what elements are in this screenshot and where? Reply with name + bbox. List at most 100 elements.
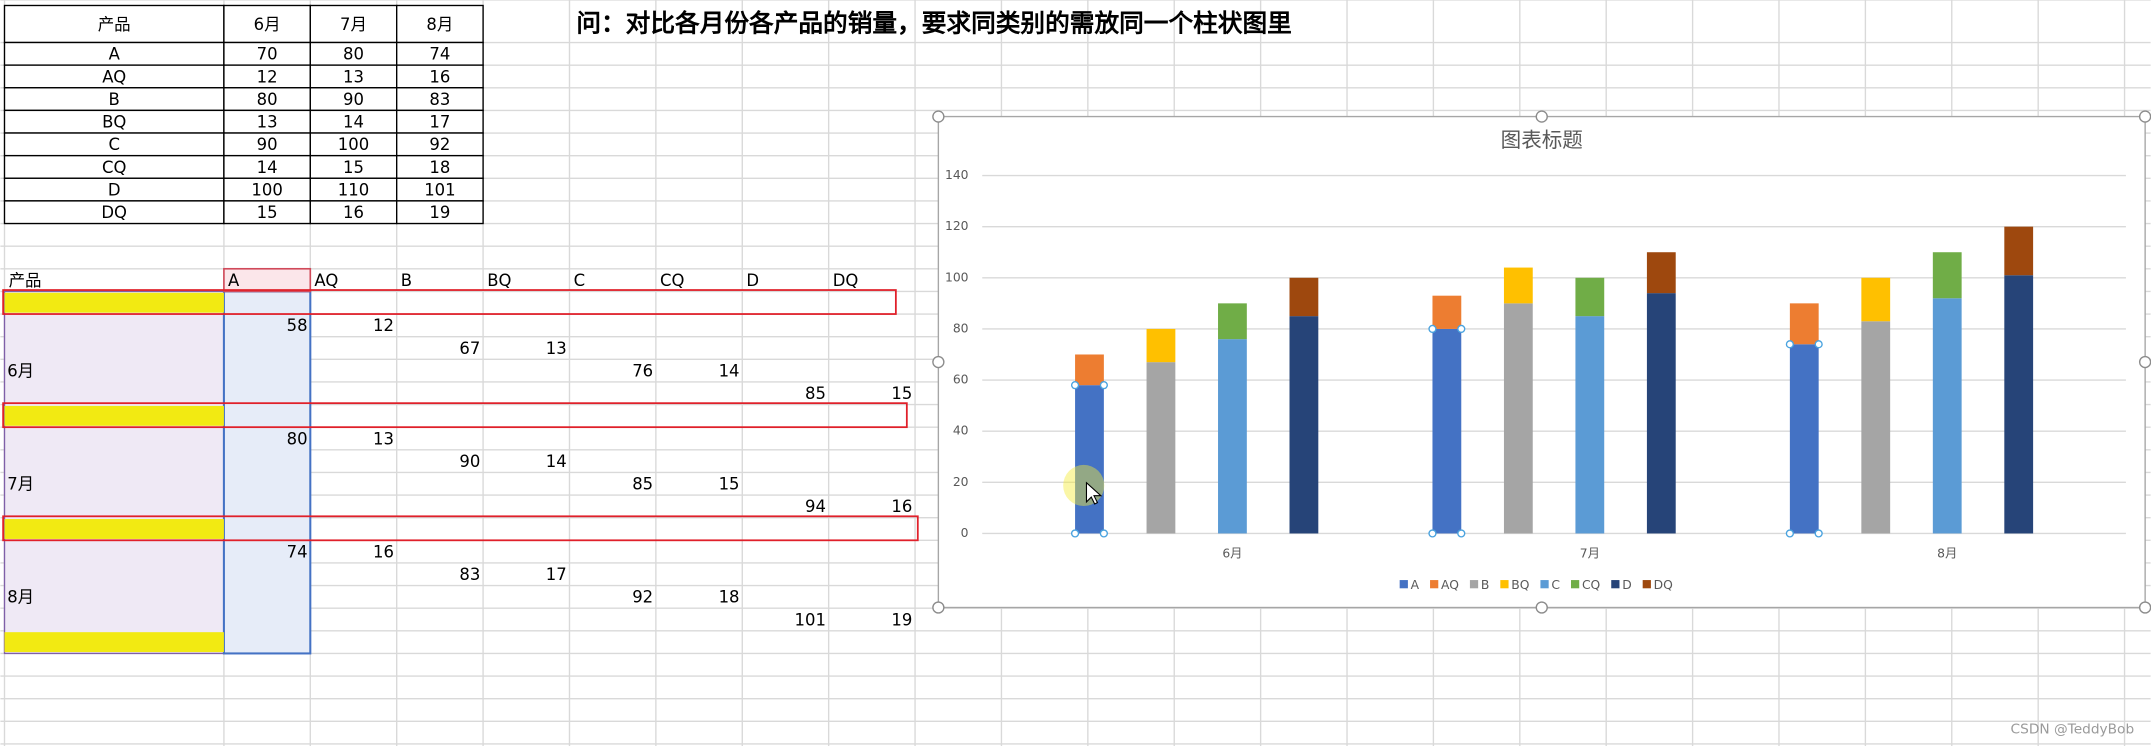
- table-value: 16: [429, 67, 450, 86]
- sheet-header: BQ: [487, 271, 511, 290]
- chart-handle: [2138, 355, 2151, 369]
- sheet-value: 13: [373, 429, 394, 448]
- table-value: 14: [343, 113, 364, 132]
- chart-handle: [932, 601, 945, 614]
- series-handle: [1785, 340, 1794, 349]
- table-value: 80: [343, 45, 364, 64]
- chart-handle: [932, 110, 945, 123]
- sheet-header: B: [401, 271, 412, 290]
- y-tick-label: 120: [945, 219, 969, 233]
- sheet-header: C: [574, 271, 585, 290]
- bar-segment: [1646, 252, 1676, 294]
- chart-handle: [932, 355, 945, 369]
- table-value: 80: [257, 90, 278, 109]
- sheet-value: 16: [891, 497, 912, 516]
- bar-segment: [1575, 316, 1605, 534]
- table-value: AQ: [102, 67, 126, 86]
- table-value: 16: [343, 203, 364, 222]
- yellow-cell: [4, 519, 224, 539]
- y-tick-label: 0: [961, 526, 969, 540]
- sheet-header: 产品: [9, 271, 42, 290]
- table-value: 17: [429, 113, 450, 132]
- sheet-value: 74: [287, 542, 308, 561]
- table-value: 15: [343, 158, 364, 177]
- table-value: BQ: [102, 113, 126, 132]
- bar-segment: [1146, 362, 1176, 534]
- chart-handle: [1535, 601, 1548, 614]
- bar-segment: [1432, 328, 1462, 534]
- legend-swatch: [1430, 580, 1439, 589]
- series-handle: [1070, 381, 1080, 390]
- y-tick-label: 100: [945, 270, 969, 284]
- sheet-value: 14: [546, 452, 567, 471]
- sheet-value: 18: [719, 588, 740, 607]
- legend-label: B: [1481, 578, 1489, 592]
- table-value: 90: [343, 90, 364, 109]
- sheet-value: 76: [632, 361, 653, 380]
- table-value: 15: [257, 203, 278, 222]
- chart-handle: [2138, 601, 2151, 614]
- series-handle: [1428, 324, 1437, 334]
- sheet-value: 83: [459, 565, 480, 584]
- sheet-header: DQ: [833, 271, 859, 290]
- table-cell: [396, 4, 484, 44]
- table-value: D: [108, 180, 121, 199]
- table-header: 产品: [98, 15, 131, 34]
- y-tick-label: 140: [945, 168, 969, 182]
- table-header: 6月: [254, 15, 281, 34]
- bar-segment: [2004, 275, 2034, 534]
- column-b-selection: [222, 290, 312, 655]
- table-value: B: [109, 90, 120, 109]
- row-label: 6月: [7, 361, 34, 380]
- table-value: 19: [429, 203, 450, 222]
- y-tick-label: 60: [953, 373, 969, 387]
- column-a-selection: [3, 290, 225, 655]
- y-tick-label: 40: [953, 424, 969, 438]
- sheet-value: 92: [632, 588, 653, 607]
- chart-handle: [1535, 110, 1548, 123]
- bar-segment: [1932, 298, 1962, 534]
- bar-segment: [1218, 303, 1247, 340]
- chart-handle: [2138, 110, 2151, 123]
- bar-segment: [1932, 252, 1962, 299]
- x-tick-label: 6月: [1222, 547, 1242, 561]
- table-value: 100: [338, 135, 369, 154]
- table-header: 7月: [340, 15, 367, 34]
- bar-segment: [1503, 303, 1533, 534]
- series-handle: [1099, 529, 1108, 538]
- legend-label: A: [1411, 578, 1420, 592]
- table-value: 101: [424, 180, 455, 199]
- table-value: DQ: [101, 203, 127, 222]
- red-outline: [2, 402, 908, 429]
- table-value: 13: [343, 67, 364, 86]
- worksheet: 产品 6月 7月 8月 A 70 80 74 AQ 12 13 16 B 80 90 83 BQ 13 14 17 C 9…: [2, 4, 919, 655]
- series-handle: [1814, 340, 1823, 349]
- series-handle: [1814, 529, 1823, 538]
- table-cell: [3, 4, 225, 44]
- table-value: 83: [429, 90, 450, 109]
- legend-swatch: [1469, 580, 1479, 589]
- legend-swatch: [1500, 580, 1509, 589]
- bar-segment: [2004, 226, 2034, 276]
- x-tick-label: 7月: [1580, 547, 1600, 561]
- table-value: 70: [257, 45, 278, 64]
- sheet-header: AQ: [314, 271, 338, 290]
- table-header: 8月: [426, 15, 453, 34]
- row-label: 7月: [7, 475, 34, 494]
- series-handle: [1070, 529, 1080, 538]
- y-tick-label: 20: [953, 475, 969, 489]
- bar-segment: [1575, 277, 1605, 317]
- table-value: C: [108, 135, 119, 154]
- table-value: 92: [429, 135, 450, 154]
- series-handle: [1457, 529, 1466, 538]
- row-label: 8月: [7, 588, 34, 607]
- legend-label: C: [1551, 578, 1560, 592]
- table-cell: [223, 4, 311, 44]
- table-value: 110: [338, 180, 369, 199]
- sheet-value: 80: [287, 429, 308, 448]
- sheet-value: 14: [719, 361, 740, 380]
- sheet-header: CQ: [660, 271, 684, 290]
- sheet-value: 15: [891, 384, 912, 403]
- sheet-value: 101: [795, 610, 826, 629]
